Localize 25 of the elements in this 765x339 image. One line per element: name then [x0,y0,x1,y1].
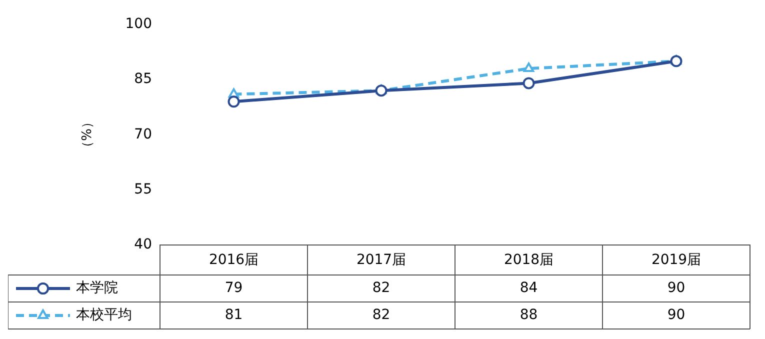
data-label: 84 [520,280,538,296]
point [375,84,388,97]
point [523,62,534,72]
y-tick-label: 40 [134,236,152,253]
data-label: 79 [224,280,243,296]
x-tick-label: 2018届 [504,252,554,268]
y-tick-label: 85 [134,71,152,88]
x-tick-label: 2017届 [356,252,406,268]
y-tick-label: 70 [134,126,152,142]
x-tick-label: 2016届 [208,252,259,268]
data-label: 90 [667,307,686,324]
y-tick-label: 100 [125,16,152,32]
legend-label: 本学院 [76,280,118,296]
y-tick-label: 55 [134,181,152,198]
data-label: 81 [224,307,243,324]
data-label: 82 [372,280,390,296]
point [670,55,682,68]
x-tick-label: 2019届 [651,252,702,268]
data-label: 88 [520,307,538,324]
data-label: 90 [667,280,686,296]
point [522,77,535,90]
point [228,96,240,108]
y-axis-title: （%） [80,116,96,154]
legend-label: 本校平均 [76,307,132,324]
data-label: 82 [372,307,390,324]
